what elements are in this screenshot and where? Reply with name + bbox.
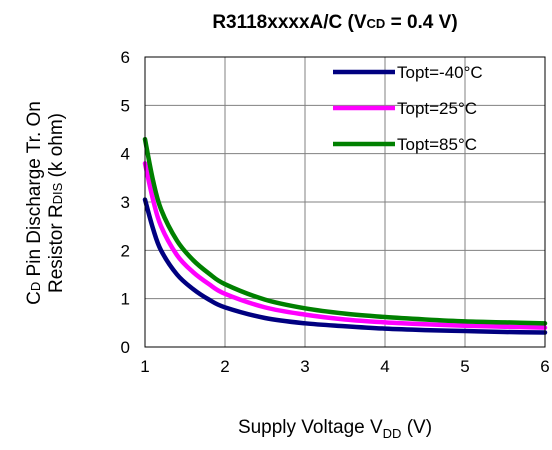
y-tick-label: 6: [121, 48, 130, 67]
y-tick-label: 5: [121, 96, 130, 115]
series-line-2: [142, 136, 548, 326]
x-tick-label: 4: [380, 357, 389, 376]
x-axis-label: Supply Voltage VDD (V): [238, 417, 432, 441]
x-tick-label: 5: [460, 357, 469, 376]
y-tick-label: 0: [121, 338, 130, 357]
y-axis-label: CD Pin Discharge Tr. On Resistor RDIS (k…: [24, 101, 67, 305]
legend: Topt=-40°C Topt=25°C Topt=85°C: [333, 63, 483, 154]
y-tick-label: 4: [121, 145, 130, 164]
y-axis-label-line1: CD Pin Discharge Tr. On: [24, 101, 45, 305]
legend-label-0: Topt=-40°C: [397, 63, 483, 82]
x-tick-label: 6: [540, 357, 549, 376]
y-axis-label-line2: Resistor RDIS (k ohm): [46, 113, 67, 293]
grid: [144, 56, 546, 348]
plot-frame: [144, 56, 546, 348]
series-line-0: [142, 197, 548, 335]
y-tick-label: 3: [121, 193, 130, 212]
x-tick-label: 1: [140, 357, 149, 376]
series-layer: [142, 136, 548, 335]
x-tick-label: 2: [220, 357, 229, 376]
x-tick-label: 3: [300, 357, 309, 376]
series-line-1: [142, 161, 548, 330]
legend-label-2: Topt=85°C: [397, 135, 477, 154]
y-tick-label: 2: [121, 241, 130, 260]
y-tick-label: 1: [121, 290, 130, 309]
legend-label-1: Topt=25°C: [397, 99, 477, 118]
chart-title: R3118xxxxA/C (VCD = 0.4 V): [212, 12, 457, 33]
